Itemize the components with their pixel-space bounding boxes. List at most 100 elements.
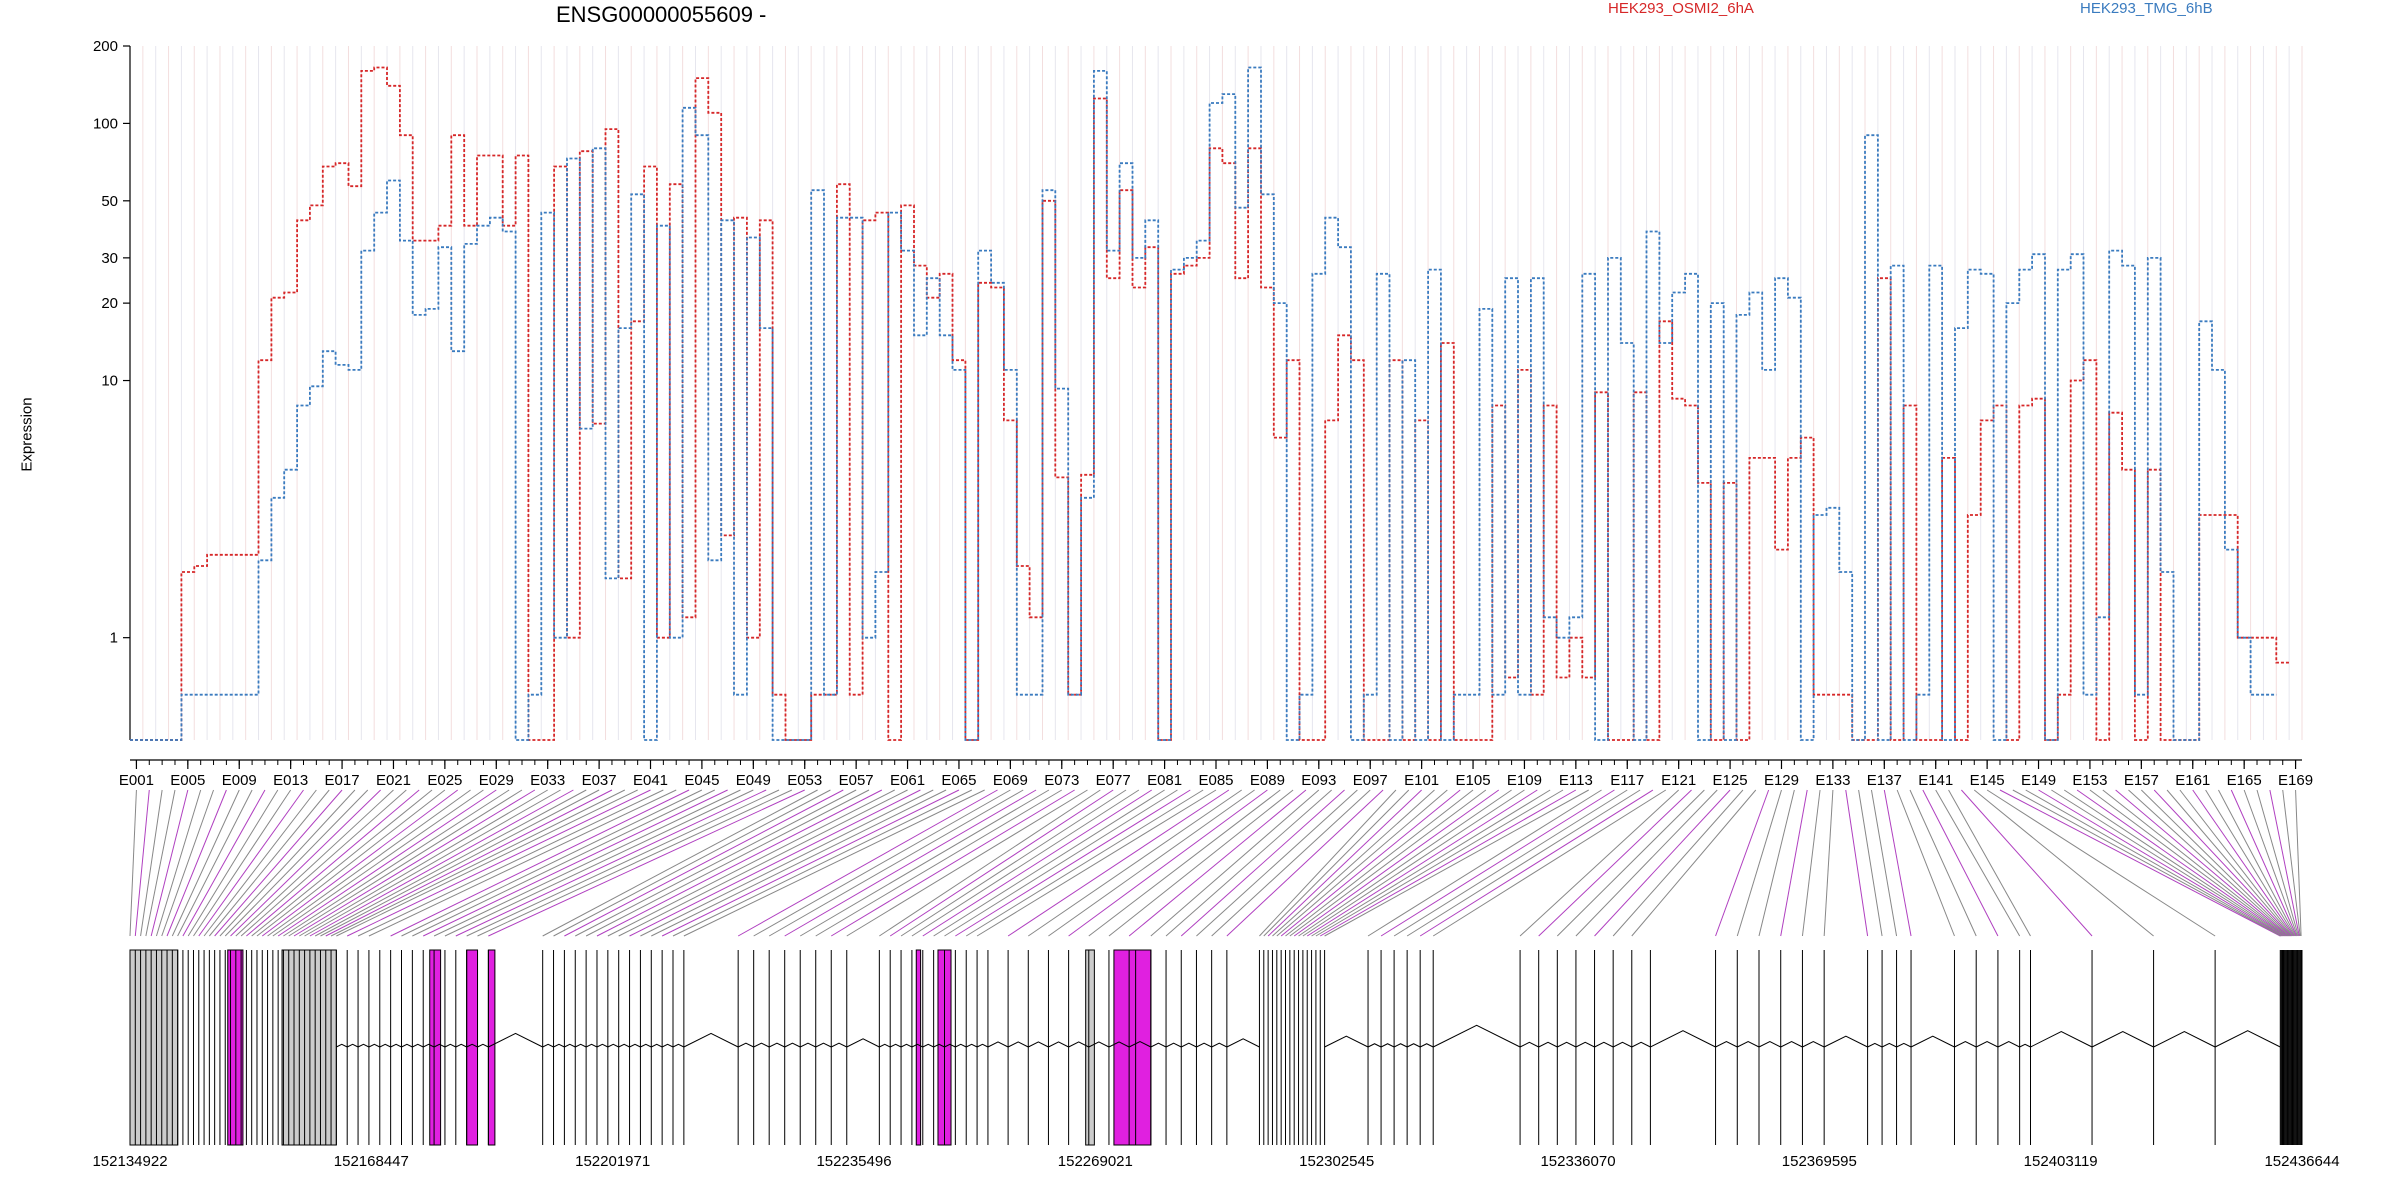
intron-line xyxy=(585,1043,598,1048)
exon-mapping-line xyxy=(1780,789,1808,937)
intron-line xyxy=(455,1043,467,1048)
genomic-tick-label: 152369595 xyxy=(1782,1153,1857,1170)
exon-block xyxy=(466,949,479,1146)
intron-line xyxy=(412,1043,424,1048)
exon-mapping-line xyxy=(768,789,1024,937)
intron-line xyxy=(488,1032,543,1048)
exon-mapping-line xyxy=(2038,789,2284,937)
intron-line xyxy=(1867,1042,1883,1048)
x-tick-label: E033 xyxy=(530,772,565,789)
genomic-tick-label: 152269021 xyxy=(1058,1153,1133,1170)
exon-mapping-line xyxy=(325,789,613,937)
x-tick-label: E013 xyxy=(273,772,308,789)
exon-mapping-line xyxy=(815,789,1063,937)
intron-line xyxy=(1211,1042,1228,1048)
x-tick-label: E001 xyxy=(119,772,154,789)
exon-mapping-line xyxy=(672,789,973,937)
intron-line xyxy=(607,1043,619,1048)
exon-mapping-line xyxy=(1432,789,1667,937)
intron-line xyxy=(444,1043,457,1048)
intron-line xyxy=(629,1043,641,1048)
exon-mapping-line xyxy=(433,789,741,937)
exon-mapping-line xyxy=(1306,789,1538,937)
intron-line xyxy=(1226,1038,1260,1048)
intron-line xyxy=(1367,1043,1382,1048)
exon-mapping-line xyxy=(1226,789,1384,937)
exon-mapping-line xyxy=(314,789,587,937)
intron-line xyxy=(640,1043,652,1048)
exon-mapping-line xyxy=(753,789,1011,937)
exon-mapping-line xyxy=(1896,789,1955,937)
exon-mapping-line xyxy=(240,789,407,937)
intron-line xyxy=(976,1043,989,1048)
exon-block xyxy=(487,949,496,1146)
intron-line xyxy=(1780,1041,1803,1048)
exon-mapping-line xyxy=(256,789,446,937)
x-tick-label: E129 xyxy=(1764,772,1799,789)
x-tick-label: E057 xyxy=(839,772,874,789)
exon-mapping-line xyxy=(267,789,471,937)
x-tick-label: E141 xyxy=(1918,772,1953,789)
intron-line xyxy=(1881,1042,1897,1048)
exon-mapping-line xyxy=(1276,789,1448,937)
intron-line xyxy=(879,1043,891,1048)
exon-mapping-line xyxy=(1870,789,1898,937)
exon-mapping-line xyxy=(161,789,215,937)
intron-line xyxy=(1823,1035,1868,1048)
intron-line xyxy=(1758,1041,1781,1048)
x-tick-label: E097 xyxy=(1353,772,1388,789)
intron-line xyxy=(553,1043,565,1048)
x-axis: E001 E005 E009 E013 E017 E021 E025 E029 E033 E037… xyxy=(119,759,2313,789)
exon-mapping-line xyxy=(618,789,908,937)
exon-mapping-line xyxy=(477,789,793,937)
intron-line xyxy=(737,1042,754,1048)
exon-mapping-line xyxy=(2063,789,2286,937)
series-group xyxy=(130,66,2290,741)
exon-mapping-line xyxy=(145,789,176,937)
intron-line xyxy=(753,1042,770,1048)
x-tick-label: E153 xyxy=(2072,772,2107,789)
x-tick-label: E029 xyxy=(479,772,514,789)
exon-mapping-line xyxy=(182,789,266,937)
intron-line xyxy=(542,1043,554,1048)
exon-mapping-line xyxy=(203,789,317,937)
intron-line xyxy=(1896,1042,1912,1048)
intron-line xyxy=(965,1043,978,1048)
exon-mapping-line xyxy=(1986,789,2216,937)
intron-line xyxy=(944,1043,956,1048)
x-tick-label: E169 xyxy=(2278,772,2313,789)
intron-line xyxy=(768,1042,785,1048)
exon-mapping-line xyxy=(553,789,831,937)
exon-mapping-line xyxy=(1594,789,1731,937)
intron-line xyxy=(390,1043,402,1048)
exon-mapping-line xyxy=(261,789,459,937)
exon-mapping-line xyxy=(1406,789,1641,937)
exon-mapping-line xyxy=(423,789,728,937)
exon-mapping-line xyxy=(401,789,703,937)
exon-mapping-line xyxy=(542,789,818,937)
intron-line xyxy=(618,1043,630,1048)
intron-line xyxy=(651,1043,663,1048)
genomic-axis: 152134922 152168447 152201971 152235496 1522… xyxy=(92,1153,2339,1170)
exon-mapping-line xyxy=(1736,789,1782,937)
intron-line xyxy=(368,1043,381,1048)
x-tick-label: E077 xyxy=(1096,772,1131,789)
exon-mapping-line xyxy=(1211,789,1371,937)
intron-line xyxy=(1954,1041,1977,1048)
intron-line xyxy=(2091,1031,2154,1048)
exon-mapping-line xyxy=(309,789,574,937)
intron-line xyxy=(1380,1043,1395,1048)
exon-mapping-line xyxy=(1165,789,1332,937)
genomic-tick-label: 152134922 xyxy=(92,1153,167,1170)
x-tick-label: E009 xyxy=(222,772,257,789)
exon-mapping-line xyxy=(1715,789,1770,937)
exon-mapping-line xyxy=(2230,789,2298,937)
x-tick-label: E065 xyxy=(941,772,976,789)
exon-mapping-line xyxy=(466,789,780,937)
exon-mapping-line xyxy=(933,789,1165,937)
intron-line xyxy=(1538,1041,1558,1048)
exon-mapping-line xyxy=(1380,789,1615,937)
x-tick-label: E073 xyxy=(1044,772,1079,789)
exon-mapping-line xyxy=(166,789,227,937)
exon-mapping-line xyxy=(1575,789,1718,937)
